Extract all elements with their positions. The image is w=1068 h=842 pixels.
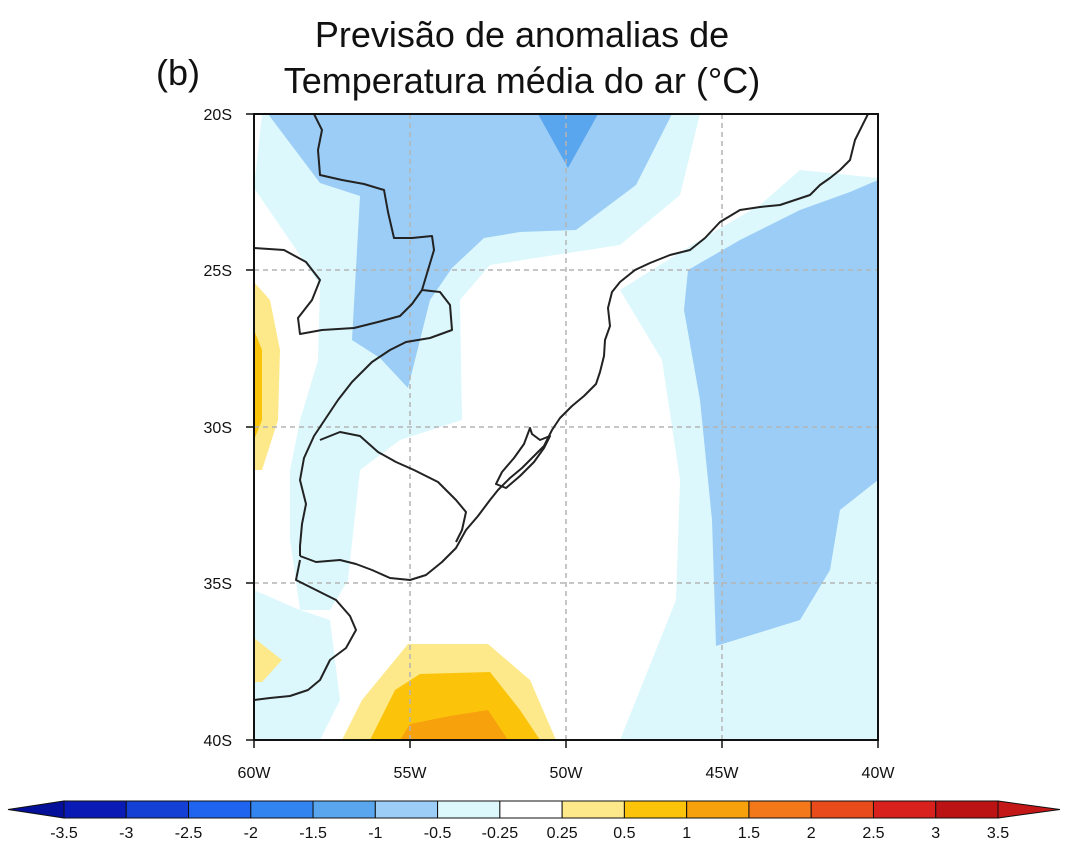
- colorbar-swatch: [125, 800, 190, 819]
- colorbar-over-triangle: [997, 800, 1061, 819]
- colorbar-swatch: [935, 800, 999, 819]
- border-uruguay: [319, 431, 467, 543]
- lat-label: 25S: [204, 263, 232, 280]
- colorbar-swatch: [499, 800, 563, 819]
- colorbar-label: 3.5: [987, 825, 1009, 842]
- colorbar-swatch: [623, 800, 688, 819]
- map-title-line1: Previsão de anomalias de: [314, 14, 730, 55]
- lat-label: 20S: [204, 107, 232, 124]
- colorbar: -3.5 -3 -2.5 -2 -1.5 -1 -0.5 -0.25 0.25 0.5 1 1.5 2 2…: [7, 800, 1061, 842]
- colorbar-label: 3: [931, 825, 940, 842]
- colorbar-label: 2: [807, 825, 816, 842]
- colorbar-label: 0.5: [613, 825, 635, 842]
- contour-medium-blue-north: [268, 114, 672, 388]
- contour-light-cyan-south: [254, 590, 340, 740]
- colorbar-label: -1: [368, 825, 382, 842]
- contour-dark-orange-south: [400, 710, 508, 740]
- colorbar-label: 0.25: [547, 825, 578, 842]
- latitude-labels: 20S 25S 30S 35S 40S: [204, 107, 232, 750]
- lon-label: 40W: [862, 765, 896, 782]
- border-brazil-paraguay-argentina: [299, 114, 453, 556]
- colorbar-label: 2.5: [862, 825, 884, 842]
- map-grid: [254, 114, 878, 740]
- colorbar-label: 1: [682, 825, 691, 842]
- lon-label: 50W: [550, 765, 584, 782]
- colorbar-swatch: [250, 800, 314, 819]
- colorbar-swatch: [561, 800, 625, 819]
- contour-medium-blue-east: [684, 180, 878, 646]
- colorbar-swatch: [810, 800, 874, 819]
- colorbar-swatch: [686, 800, 750, 819]
- lon-label: 45W: [706, 765, 740, 782]
- colorbar-label: -1.5: [299, 825, 327, 842]
- colorbar-label: 1.5: [738, 825, 760, 842]
- contour-white-west: [254, 190, 318, 610]
- colorbar-swatch: [188, 800, 252, 819]
- longitude-labels: 60W 55W 50W 45W 40W: [238, 765, 896, 782]
- lon-label: 60W: [238, 765, 272, 782]
- axis-ticks: [246, 113, 879, 748]
- lat-label: 35S: [204, 576, 232, 593]
- panel-label: (b): [156, 52, 200, 93]
- contour-orange-west: [254, 330, 262, 440]
- colorbar-label: -0.25: [482, 825, 519, 842]
- colorbar-swatch: [374, 800, 439, 819]
- map-title-line2: Temperatura média do ar (°C): [283, 60, 761, 101]
- contour-orange-south: [370, 672, 540, 740]
- colorbar-label: -0.5: [424, 825, 452, 842]
- colorbar-swatch: [872, 800, 937, 819]
- lon-label: 55W: [394, 765, 428, 782]
- colorbar-swatch: [312, 800, 376, 819]
- colorbar-label: -2.5: [175, 825, 203, 842]
- colorbar-under-triangle: [7, 800, 65, 819]
- coastline-atlantic: [299, 114, 869, 581]
- contour-yellow-southwest: [254, 638, 282, 682]
- anomaly-contours: [254, 114, 878, 740]
- colorbar-label: -3: [119, 825, 133, 842]
- lagoa-dos-patos: [495, 427, 551, 489]
- coastline-argentina-south: [254, 559, 357, 701]
- lat-label: 40S: [204, 733, 232, 750]
- border-paraguay-argentina: [254, 247, 423, 335]
- colorbar-swatch: [748, 800, 812, 819]
- coastlines-borders: [254, 114, 869, 701]
- colorbar-label: -3.5: [50, 825, 78, 842]
- colorbar-swatch: [437, 800, 501, 819]
- contour-dark-blue: [538, 114, 598, 168]
- colorbar-label: -2: [244, 825, 258, 842]
- colorbar-swatch: [63, 800, 127, 819]
- lat-label: 30S: [204, 420, 232, 437]
